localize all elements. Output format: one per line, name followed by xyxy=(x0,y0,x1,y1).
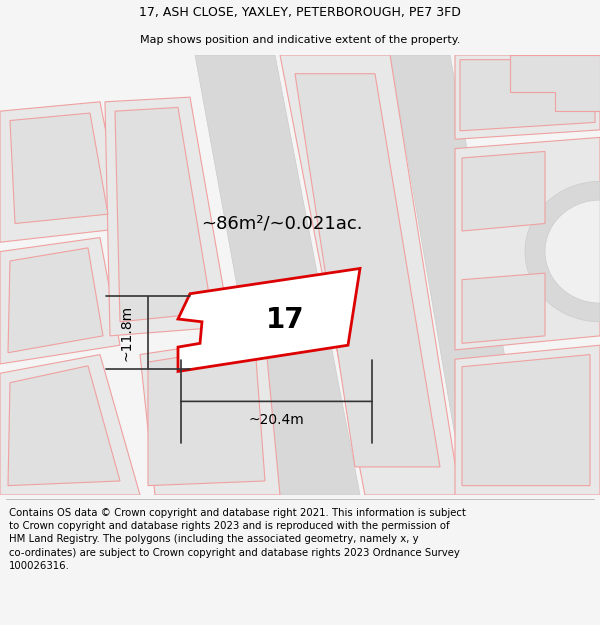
Polygon shape xyxy=(462,354,590,486)
Text: Contains OS data © Crown copyright and database right 2021. This information is : Contains OS data © Crown copyright and d… xyxy=(9,508,466,571)
Polygon shape xyxy=(140,336,280,495)
Polygon shape xyxy=(280,55,460,495)
Polygon shape xyxy=(0,354,140,495)
Text: ~86m²/~0.021ac.: ~86m²/~0.021ac. xyxy=(201,214,363,232)
Polygon shape xyxy=(8,366,120,486)
Polygon shape xyxy=(195,55,360,495)
Polygon shape xyxy=(148,345,265,486)
Polygon shape xyxy=(462,151,545,231)
Polygon shape xyxy=(0,102,125,242)
Polygon shape xyxy=(462,273,545,343)
Wedge shape xyxy=(545,200,600,303)
Text: ~20.4m: ~20.4m xyxy=(248,413,304,427)
Polygon shape xyxy=(178,269,360,371)
Polygon shape xyxy=(390,55,530,495)
Polygon shape xyxy=(455,55,600,139)
Text: Map shows position and indicative extent of the property.: Map shows position and indicative extent… xyxy=(140,34,460,44)
Text: 17: 17 xyxy=(266,306,304,334)
Polygon shape xyxy=(10,113,108,224)
Polygon shape xyxy=(0,238,120,364)
Polygon shape xyxy=(455,138,600,350)
Wedge shape xyxy=(525,181,600,322)
Polygon shape xyxy=(105,97,230,336)
Polygon shape xyxy=(8,248,103,352)
Polygon shape xyxy=(115,107,212,322)
Polygon shape xyxy=(510,55,600,111)
Polygon shape xyxy=(295,74,440,467)
Text: ~11.8m: ~11.8m xyxy=(119,304,133,361)
Polygon shape xyxy=(455,345,600,495)
Text: 17, ASH CLOSE, YAXLEY, PETERBOROUGH, PE7 3FD: 17, ASH CLOSE, YAXLEY, PETERBOROUGH, PE7… xyxy=(139,6,461,19)
Polygon shape xyxy=(460,59,595,131)
